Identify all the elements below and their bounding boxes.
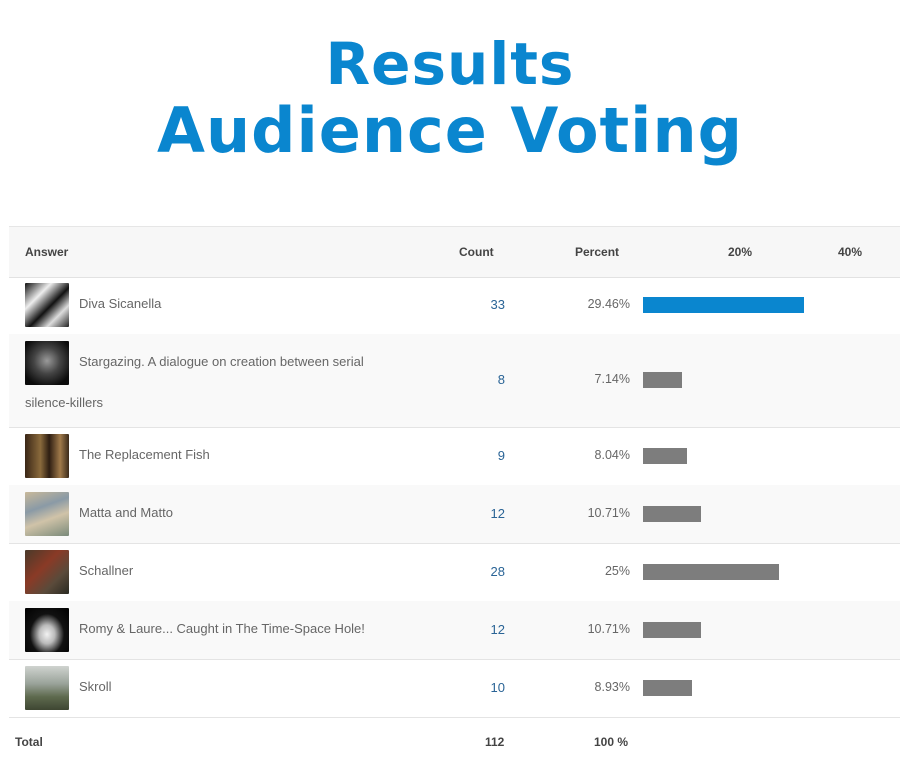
thumbnail-image <box>25 283 69 327</box>
thumbnail-image <box>25 550 69 594</box>
vote-bar <box>643 506 701 522</box>
vote-percent: 8.04% <box>594 448 630 462</box>
table-row: Skroll 10 8.93% <box>9 659 900 718</box>
vote-bar <box>643 622 701 638</box>
title-audience-voting: Audience Voting <box>157 94 743 167</box>
thumbnail-image <box>25 341 69 385</box>
table-total-row: Total 112 100 % <box>9 717 900 765</box>
vote-count: 10 <box>490 680 505 695</box>
answer-name: Romy & Laure... Caught in The Time-Space… <box>79 621 365 636</box>
thumbnail-image <box>25 608 69 652</box>
answer-name: Matta and Matto <box>79 505 173 520</box>
title-results: Results <box>325 30 575 98</box>
total-label: Total <box>15 735 43 749</box>
thumbnail-image <box>25 434 69 478</box>
vote-count: 33 <box>490 297 505 312</box>
answer-name: Skroll <box>79 679 112 694</box>
header-answer: Answer <box>25 245 69 259</box>
vote-count: 8 <box>497 372 505 387</box>
vote-percent: 25% <box>604 564 630 578</box>
header-scale-40: 40% <box>838 245 863 259</box>
answer-name: Stargazing. A dialogue on creation betwe… <box>25 354 364 410</box>
vote-percent: 29.46% <box>587 297 630 311</box>
answer-name: Diva Sicanella <box>79 296 162 311</box>
vote-count: 28 <box>490 564 505 579</box>
vote-bar <box>643 680 692 696</box>
vote-bar <box>643 448 687 464</box>
thumbnail-image <box>25 666 69 710</box>
answer-name: Schallner <box>79 563 134 578</box>
vote-bar <box>643 297 804 313</box>
header-count: Count <box>459 245 494 259</box>
vote-percent: 10.71% <box>587 622 630 636</box>
vote-count: 9 <box>497 448 505 463</box>
vote-percent: 8.93% <box>594 680 630 694</box>
vote-percent: 7.14% <box>594 372 630 386</box>
table-row: Diva Sicanella 33 29.46% <box>9 276 900 335</box>
table-row: Matta and Matto 12 10.71% <box>9 485 900 544</box>
table-row: Stargazing. A dialogue on creation betwe… <box>9 334 900 428</box>
answer-name: The Replacement Fish <box>79 447 210 462</box>
header-percent: Percent <box>575 245 620 259</box>
total-percent: 100 % <box>594 735 629 749</box>
table-row: Schallner 28 25% <box>9 543 900 602</box>
vote-percent: 10.71% <box>587 506 630 520</box>
header-scale-20: 20% <box>728 245 753 259</box>
table-header: Answer Count Percent 20% 40% <box>9 226 900 278</box>
total-count: 112 <box>485 735 505 749</box>
vote-bar <box>643 372 682 388</box>
vote-count: 12 <box>490 506 505 521</box>
vote-bar <box>643 564 779 580</box>
vote-count: 12 <box>490 622 505 637</box>
thumbnail-image <box>25 492 69 536</box>
table-row: The Replacement Fish 9 8.04% <box>9 427 900 486</box>
table-row: Romy & Laure... Caught in The Time-Space… <box>9 601 900 660</box>
